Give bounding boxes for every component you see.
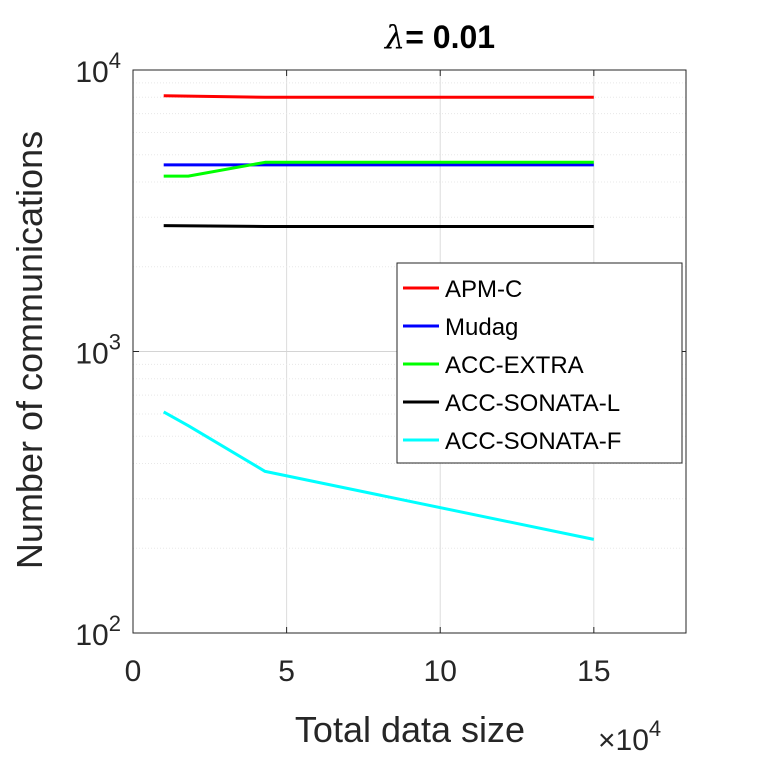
y-tick-label-exp: 3 bbox=[109, 330, 121, 355]
series-line-acc-extra bbox=[163, 160, 594, 178]
y-axis-label: Number of communications bbox=[9, 131, 50, 569]
legend-label: ACC-EXTRA bbox=[445, 352, 584, 379]
legend-label: APM-C bbox=[445, 276, 522, 303]
x-multiplier-base: ×10 bbox=[598, 724, 649, 757]
legend-label: ACC-SONATA-F bbox=[445, 428, 621, 455]
y-tick-label-exp: 2 bbox=[109, 611, 121, 636]
legend-label: Mudag bbox=[445, 314, 518, 341]
legend-box bbox=[396, 262, 683, 464]
chart-title-lambda: λ bbox=[383, 18, 405, 56]
x-tick-label: 0 bbox=[125, 655, 142, 688]
legend: APM-C Mudag ACC-EXTRA ACC-SONATA-L ACC-SONAT… bbox=[396, 262, 683, 464]
y-tick-label-base: 10 bbox=[75, 619, 108, 652]
x-tick-label: 10 bbox=[424, 655, 457, 688]
y-tick-label: 102 bbox=[75, 611, 121, 652]
y-tick-label: 104 bbox=[75, 48, 121, 89]
y-tick-label: 103 bbox=[75, 330, 121, 371]
series-line-acc-sonata-l bbox=[163, 224, 594, 228]
series-layer bbox=[162, 94, 595, 541]
y-tick-label-base: 10 bbox=[75, 338, 108, 371]
x-tick-label: 15 bbox=[577, 655, 610, 688]
series-line-acc-sonata-f bbox=[162, 410, 595, 541]
chart-title: λ= 0.01 bbox=[383, 18, 495, 56]
series-line-apm-c bbox=[163, 94, 594, 99]
x-axis-label: Total data size bbox=[295, 709, 525, 750]
x-multiplier-exp: 4 bbox=[649, 716, 661, 741]
y-tick-label-exp: 4 bbox=[109, 48, 121, 73]
x-tick-label: 5 bbox=[278, 655, 295, 688]
legend-label: ACC-SONATA-L bbox=[445, 390, 620, 417]
y-tick-label-base: 10 bbox=[75, 56, 108, 89]
chart-title-value: = 0.01 bbox=[405, 19, 495, 55]
x-multiplier: ×104 bbox=[598, 716, 661, 757]
